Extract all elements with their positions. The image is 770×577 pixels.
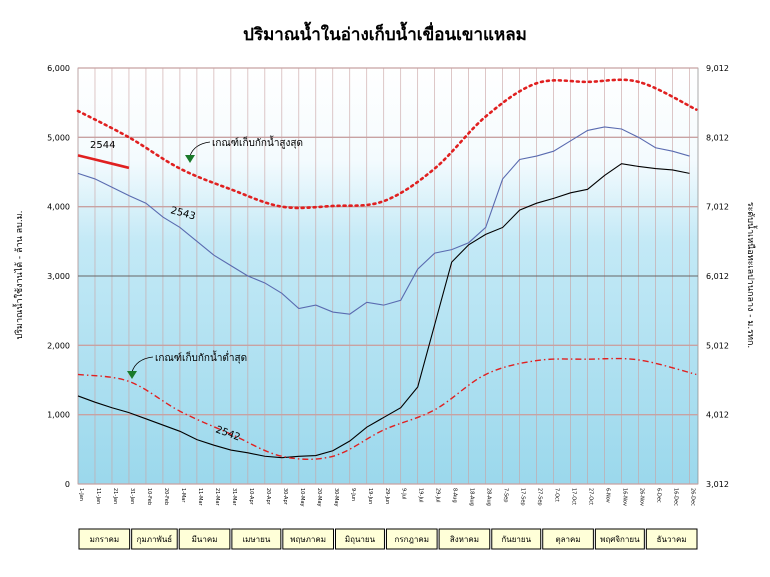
month-label: กรกฎาคม: [395, 535, 429, 544]
x-tick-label: 31-Jan: [129, 488, 135, 504]
month-boxes: มกราคม กุมภาพันธ์ มีนาคม เมษายน พฤษภาคม มิถุน…: [78, 528, 698, 550]
x-tick-label: 28-Aug: [486, 488, 492, 506]
x-tick-label: 17-Oct: [571, 488, 577, 505]
month-label: ธันวาคม: [657, 535, 687, 544]
lower-rule-arrowhead: [127, 371, 137, 379]
y-right-tick: 5,012: [706, 341, 729, 350]
x-tick-label: 29-Jul: [435, 488, 441, 502]
series-line-0: [77, 126, 690, 315]
y-left-tick: 1,000: [47, 411, 70, 420]
y-axis-left: 0 1,000 2,000 3,000 4,000 5,000 6,000: [47, 64, 70, 489]
x-tick-label: 21-Jan: [112, 488, 118, 504]
x-tick-label: 10-May: [299, 488, 305, 507]
x-tick-label: 20-Feb: [163, 488, 169, 505]
y-right-tick: 7,012: [706, 203, 729, 212]
x-tick-label: 11-Mar: [197, 488, 203, 507]
month-label: สิงหาคม: [450, 535, 479, 544]
month-box: [594, 528, 645, 550]
x-tick-label: 6-Dec: [656, 488, 662, 503]
series-line-2: [77, 154, 130, 170]
x-tick-label: 26-Dec: [690, 488, 696, 506]
x-tick-label: 7-Oct: [554, 488, 560, 502]
series-line-1: [77, 163, 690, 459]
y-right-tick: 3,012: [706, 480, 729, 489]
month-box: [231, 528, 282, 550]
y-right-tick: 9,012: [706, 64, 729, 73]
month-box: [438, 528, 491, 550]
y-left-tick: 3,000: [47, 272, 70, 281]
grid-lines: [77, 67, 698, 485]
month-label: ตุลาคม: [555, 535, 580, 544]
month-label: มกราคม: [90, 535, 120, 544]
month-label: มีนาคม: [192, 535, 218, 544]
y-left-tick: 6,000: [47, 64, 70, 73]
y-right-tick: 8,012: [706, 133, 729, 142]
month-label: กันยายน: [501, 535, 531, 544]
month-label: พฤษภาคม: [290, 535, 326, 544]
x-tick-label: 29-Jun: [384, 488, 390, 504]
y-right-tick: 4,012: [706, 411, 729, 420]
month-box: [334, 528, 385, 550]
x-tick-label: 20-May: [316, 488, 322, 507]
month-box: [385, 528, 438, 550]
x-tick-label: 26-Nov: [639, 488, 645, 506]
y-left-tick: 4,000: [47, 203, 70, 212]
x-tick-label: 31-Mar: [231, 488, 237, 507]
x-tick-label: 1-Jan: [78, 488, 84, 501]
month-box: [78, 528, 131, 550]
upper-rule-arrowhead: [185, 155, 195, 163]
x-tick-label: 20-Apr: [265, 488, 271, 506]
x-tick-label: 27-Oct: [588, 488, 594, 505]
x-tick-label: 17-Sep: [520, 488, 526, 506]
month-label: กุมภาพันธ์: [137, 534, 173, 544]
month-box: [491, 528, 542, 550]
x-tick-label: 6-Nov: [605, 488, 611, 503]
x-tick-label: 19-Jul: [418, 488, 424, 502]
x-tick-label: 19-Jun: [367, 488, 373, 504]
month-label: มิถุนายน: [345, 535, 376, 544]
x-tick-label: 7-Sep: [503, 488, 509, 502]
x-axis-ticks: 1-Jan 11-Jan 21-Jan 31-Jan 10-Feb 20-Feb 1-Mar…: [78, 488, 696, 507]
x-tick-label: 9-Jun: [350, 488, 356, 501]
month-box: [645, 528, 698, 550]
y-right-tick: 6,012: [706, 272, 729, 281]
x-tick-label: 30-May: [333, 488, 339, 507]
y-left-tick: 2,000: [47, 341, 70, 350]
x-tick-label: 11-Jan: [95, 488, 101, 504]
x-tick-label: 27-Sep: [537, 488, 543, 506]
y-axis-left-label: ปริมาณน้ำใช้งานได้ - ล้าน ลบ.ม.: [12, 211, 25, 340]
x-tick-label: 16-Dec: [673, 488, 679, 506]
lower-rule-arrow: [131, 356, 154, 373]
month-box: [131, 528, 178, 550]
y-axis-right-label: ระดับน้ำเหนือทะเลปานกลาง - ม.รทก.: [745, 202, 758, 349]
month-box: [178, 528, 231, 550]
series-lines: [76, 78, 698, 460]
x-tick-label: 21-Mar: [214, 488, 220, 507]
x-tick-label: 18-Aug: [469, 488, 475, 506]
month-box: [542, 528, 594, 550]
x-tick-label: 9-Jul: [401, 488, 407, 499]
series-label-2544: 2544: [90, 140, 115, 151]
lower-rule-label: เกณฑ์เก็บกักน้ำต่ำสุด: [155, 350, 247, 364]
x-tick-label: 10-Feb: [146, 488, 152, 505]
upper-rule-label: เกณฑ์เก็บกักน้ำสูงสุด: [212, 135, 303, 149]
x-tick-label: 30-Apr: [282, 488, 288, 506]
month-label: พฤศจิกายน: [600, 535, 640, 544]
y-axis-right: 3,012 4,012 5,012 6,012 7,012 8,012 9,012: [706, 64, 729, 489]
series-line-4: [77, 357, 697, 460]
chart-title: ปริมาณน้ำในอ่างเก็บน้ำเขื่อนเขาแหลม: [243, 21, 527, 45]
y-left-tick: 0: [65, 480, 70, 489]
y-left-tick: 5,000: [47, 133, 70, 142]
x-tick-label: 16-Nov: [622, 488, 628, 506]
month-box: [282, 528, 334, 550]
x-tick-label: 1-Mar: [180, 488, 186, 503]
upper-rule-arrow: [189, 141, 211, 157]
month-label: เมษายน: [242, 535, 270, 544]
series-line-3: [76, 78, 698, 210]
x-tick-label: 10-Apr: [248, 488, 254, 506]
x-tick-label: 8-Aug: [452, 488, 458, 503]
